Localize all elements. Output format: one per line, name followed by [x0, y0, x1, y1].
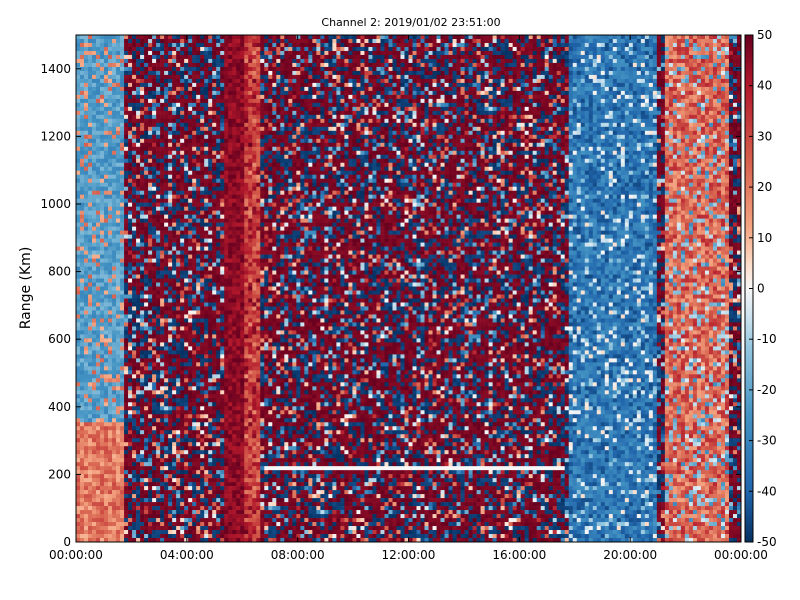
colorbar-tick-label: 20	[757, 180, 772, 194]
colorbar-tick-label: 30	[757, 129, 772, 143]
y-tick-label: 800	[48, 265, 71, 279]
y-tick-label: 400	[48, 400, 71, 414]
y-axis-label: Range (Km)	[18, 247, 34, 330]
x-tick-label: 00:00:00	[49, 548, 103, 562]
x-tick-label: 04:00:00	[160, 548, 214, 562]
x-tick-label: 20:00:00	[603, 548, 657, 562]
y-tick-label: 1400	[40, 62, 71, 76]
y-tick-label: 200	[48, 467, 71, 481]
y-tick-label: 1000	[40, 197, 71, 211]
y-tick-label: 0	[63, 535, 71, 549]
x-axis: 00:00:00 04:00:00 08:00:00 12:00:00 16:00:00…	[49, 35, 768, 562]
colorbar-tick-label: 50	[757, 28, 772, 42]
x-tick-label: 12:00:00	[382, 548, 436, 562]
chart-title: Channel 2: 2019/01/02 23:51:00	[321, 16, 500, 29]
colorbar-tick-label: 0	[757, 282, 765, 296]
x-tick-label: 16:00:00	[492, 548, 546, 562]
colorbar-tick-label: -20	[757, 383, 777, 397]
colorbar-tick-label: -10	[757, 332, 777, 346]
colorbar-ticks: 50 40 30 20 10 0 -10 -20 -30 -40 -50	[749, 28, 777, 549]
y-axis: 0 200 400 600 800 1000 1200 1400	[40, 62, 741, 549]
colorbar-tick-label: 40	[757, 79, 772, 93]
colorbar-tick-label: -50	[757, 535, 777, 549]
y-tick-label: 1200	[40, 129, 71, 143]
heatmap-cells	[76, 35, 742, 543]
x-tick-label: 08:00:00	[271, 548, 325, 562]
colorbar-tick-label: -30	[757, 434, 777, 448]
colorbar-tick-label: 10	[757, 231, 772, 245]
colorbar-tick-label: -40	[757, 484, 777, 498]
x-tick-label: 00:00:00	[714, 548, 768, 562]
y-tick-label: 600	[48, 332, 71, 346]
